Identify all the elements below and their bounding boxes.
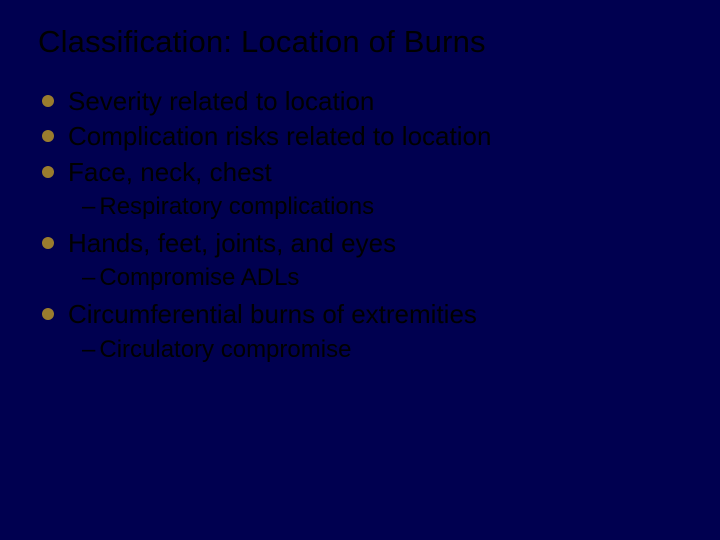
dash-icon: – bbox=[82, 336, 99, 363]
bullet-item: Face, neck, chest bbox=[38, 155, 682, 189]
dash-icon: – bbox=[82, 264, 99, 291]
sub-text: Compromise ADLs bbox=[99, 264, 299, 291]
bullet-item: Complication risks related to location bbox=[38, 119, 682, 153]
sub-item: –Compromise ADLs bbox=[38, 261, 682, 295]
bullet-text: Hands, feet, joints, and eyes bbox=[68, 228, 396, 258]
slide-title: Classification: Location of Burns bbox=[38, 24, 682, 60]
sub-text: Circulatory compromise bbox=[99, 336, 351, 363]
bullet-item: Hands, feet, joints, and eyes bbox=[38, 226, 682, 260]
bullet-text: Complication risks related to location bbox=[68, 121, 491, 151]
bullet-text: Circumferential burns of extremities bbox=[68, 299, 477, 329]
dash-icon: – bbox=[82, 193, 99, 220]
bullet-text: Severity related to location bbox=[68, 86, 374, 116]
sub-text: Respiratory complications bbox=[99, 193, 374, 220]
bullet-item: Circumferential burns of extremities bbox=[38, 297, 682, 331]
bullet-text: Face, neck, chest bbox=[68, 157, 272, 187]
sub-item: –Respiratory complications bbox=[38, 190, 682, 224]
bullet-item: Severity related to location bbox=[38, 84, 682, 118]
bullet-list: Severity related to location Complicatio… bbox=[38, 84, 682, 367]
sub-item: –Circulatory compromise bbox=[38, 333, 682, 367]
